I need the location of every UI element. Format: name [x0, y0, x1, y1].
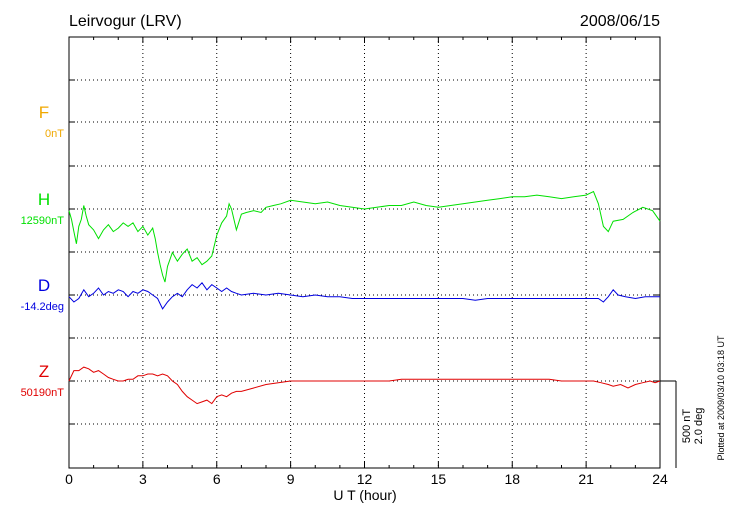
- component-labels: F 0nT H 12590nT D -14.2deg Z 50190nT: [21, 103, 65, 399]
- x-tick-label: 9: [287, 471, 295, 487]
- series-d-baseline: -14.2deg: [21, 301, 64, 313]
- series-h-line: [68, 190, 661, 283]
- plot-date: 2008/06/15: [580, 13, 660, 30]
- series-f-baseline: 0nT: [45, 128, 64, 140]
- series-h-baseline: 12590nT: [21, 215, 65, 227]
- x-axis-label: U T (hour): [333, 487, 396, 503]
- scale-bar: 500 nT 2.0 deg: [660, 380, 705, 468]
- x-tick-label: 18: [504, 471, 520, 487]
- series-layer: [68, 190, 661, 405]
- x-tick-label: 0: [65, 471, 73, 487]
- scale-nt-label: 500 nT: [681, 409, 693, 444]
- scale-deg-label: 2.0 deg: [693, 408, 705, 445]
- series-z-name: Z: [39, 362, 49, 381]
- station-title: Leirvogur (LRV): [69, 13, 182, 30]
- x-tick-label: 6: [213, 471, 221, 487]
- series-z-line: [68, 366, 661, 405]
- series-f-name: F: [39, 103, 49, 122]
- ticks-layer: 0 3 6 9 12 15 18 21 24: [65, 37, 668, 487]
- series-h-name: H: [38, 190, 50, 209]
- x-tick-label: 12: [357, 471, 373, 487]
- x-tick-label: 3: [139, 471, 147, 487]
- x-tick-label: 24: [652, 471, 668, 487]
- x-tick-label: 15: [431, 471, 447, 487]
- series-d-name: D: [38, 276, 50, 295]
- series-z-baseline: 50190nT: [21, 387, 65, 399]
- plotted-note: Plotted at 2009/03/10 03:18 UT: [716, 335, 726, 461]
- series-d-line: [68, 282, 660, 310]
- x-tick-label: 21: [578, 471, 594, 487]
